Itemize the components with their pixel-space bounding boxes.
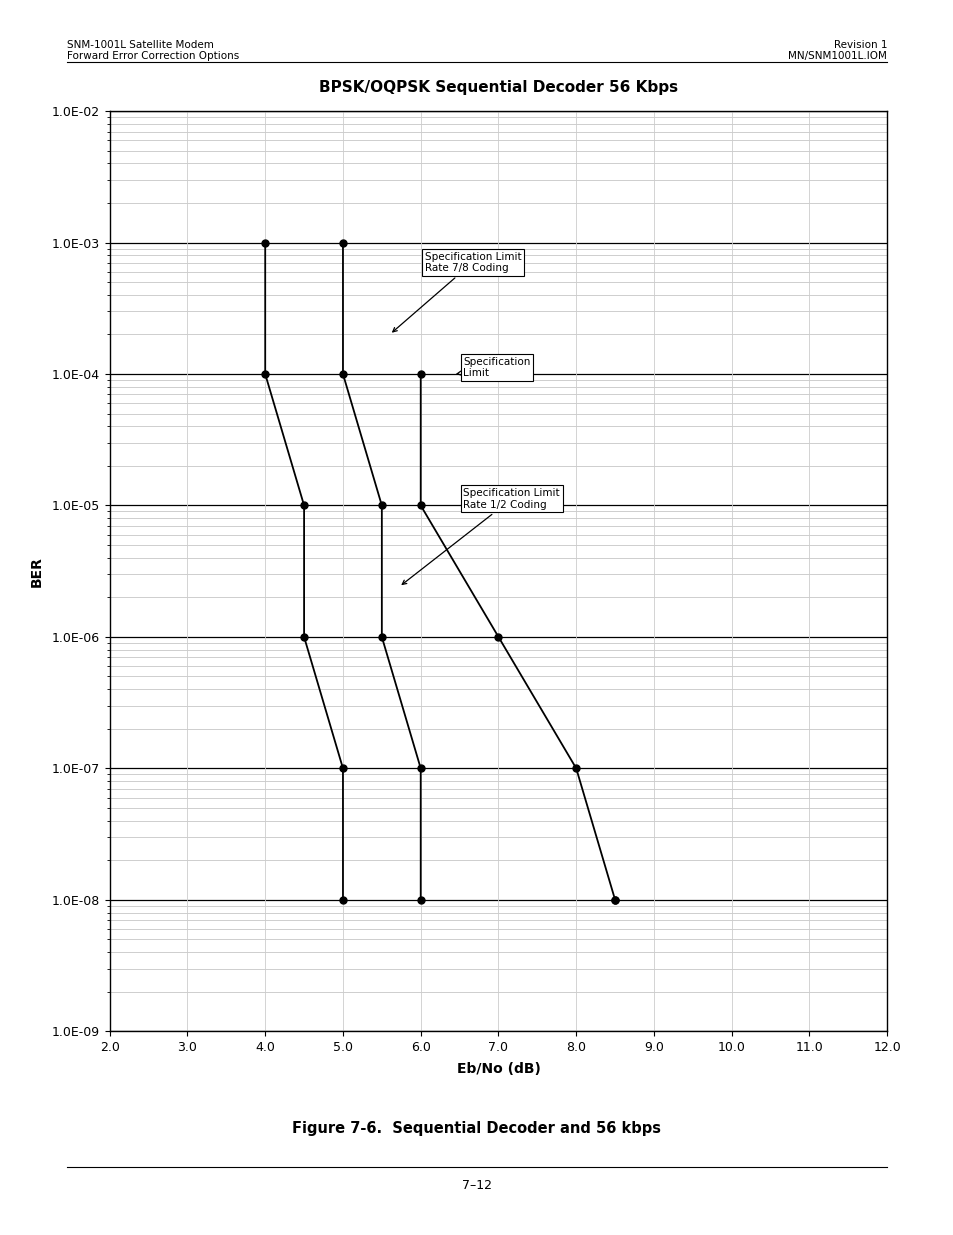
Text: SNM-1001L Satellite Modem: SNM-1001L Satellite Modem (67, 40, 213, 49)
X-axis label: Eb/No (dB): Eb/No (dB) (456, 1062, 539, 1076)
Text: Revision 1: Revision 1 (833, 40, 886, 49)
Text: Specification
Limit: Specification Limit (456, 357, 530, 378)
Text: Specification Limit
Rate 7/8 Coding: Specification Limit Rate 7/8 Coding (393, 252, 520, 332)
Title: BPSK/OQPSK Sequential Decoder 56 Kbps: BPSK/OQPSK Sequential Decoder 56 Kbps (318, 80, 678, 95)
Y-axis label: BER: BER (30, 556, 43, 587)
Text: Forward Error Correction Options: Forward Error Correction Options (67, 51, 239, 61)
Text: Figure 7-6.  Sequential Decoder and 56 kbps: Figure 7-6. Sequential Decoder and 56 kb… (293, 1121, 660, 1136)
Text: Specification Limit
Rate 1/2 Coding: Specification Limit Rate 1/2 Coding (402, 488, 559, 584)
Text: 7–12: 7–12 (461, 1179, 492, 1193)
Text: MN/SNM1001L.IOM: MN/SNM1001L.IOM (787, 51, 886, 61)
